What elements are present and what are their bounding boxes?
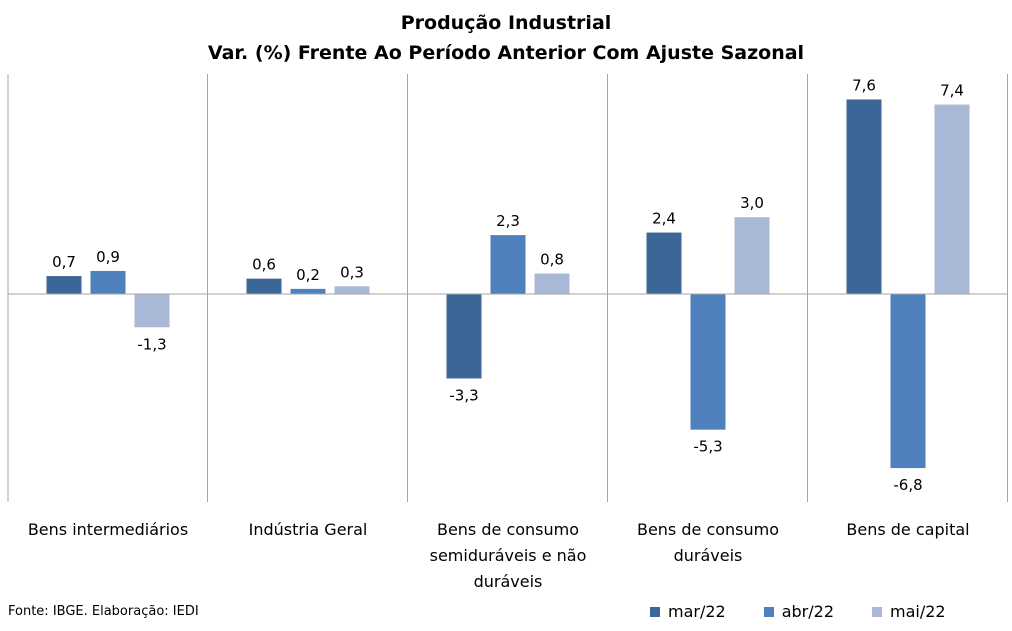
- data-label: 0,7: [52, 253, 76, 271]
- bar-mai22-1: [334, 286, 370, 294]
- bar-abr22-1: [290, 288, 326, 294]
- legend-swatch-abr22: [763, 606, 774, 617]
- data-label: 0,8: [540, 251, 564, 269]
- data-label: 0,9: [96, 248, 120, 266]
- chart-title: Produção Industrial: [400, 12, 612, 34]
- chart-subtitle: Var. (%) Frente Ao Período Anterior Com …: [207, 42, 805, 64]
- category-label: Bens de capital: [846, 520, 969, 539]
- bar-mar22-0: [46, 276, 82, 294]
- bar-mar22-1: [246, 278, 282, 294]
- data-label: 2,3: [496, 212, 520, 230]
- bar-mar22-2: [446, 294, 482, 379]
- legend-label-mai22: mai/22: [890, 602, 946, 621]
- legend-label-mar22: mar/22: [668, 602, 726, 621]
- data-label: 7,4: [940, 82, 964, 100]
- legend: mar/22 abr/22 mai/22: [650, 602, 946, 621]
- data-label: 0,3: [340, 263, 364, 281]
- bar-mar22-4: [846, 99, 882, 294]
- legend-item-abr22: abr/22: [763, 602, 835, 621]
- data-label: 0,6: [252, 256, 276, 274]
- data-label: -5,3: [693, 438, 722, 456]
- data-label: 7,6: [852, 76, 876, 94]
- data-label: 3,0: [740, 194, 764, 212]
- category-label: Indústria Geral: [249, 520, 368, 539]
- bar-abr22-4: [890, 294, 926, 469]
- category-label: Bens intermediários: [28, 520, 188, 539]
- legend-item-mai22: mai/22: [872, 602, 946, 621]
- bar-abr22-2: [490, 235, 526, 294]
- bar-mar22-3: [646, 232, 682, 294]
- bar-mai22-0: [134, 294, 170, 328]
- data-label: -3,3: [449, 386, 478, 404]
- legend-swatch-mar22: [650, 606, 660, 617]
- data-label: -6,8: [893, 476, 922, 494]
- bar-abr22-3: [690, 294, 726, 430]
- bar-abr22-0: [90, 270, 126, 294]
- source-note: Fonte: IBGE. Elaboração: IEDI: [8, 604, 199, 619]
- legend-swatch-mai22: [872, 606, 883, 617]
- category-label: Bens de consumo duráveis: [637, 520, 779, 565]
- data-label: -1,3: [137, 335, 166, 353]
- category-label: Bens de consumo semiduráveis e não durávei…: [430, 520, 587, 591]
- legend-item-mar22: mar/22: [650, 602, 726, 621]
- bar-mai22-2: [534, 273, 570, 294]
- data-label: 2,4: [652, 210, 676, 228]
- bar-mai22-3: [734, 217, 770, 294]
- bar-mai22-4: [934, 104, 970, 294]
- data-label: 0,2: [296, 266, 320, 284]
- legend-label-abr22: abr/22: [781, 602, 835, 621]
